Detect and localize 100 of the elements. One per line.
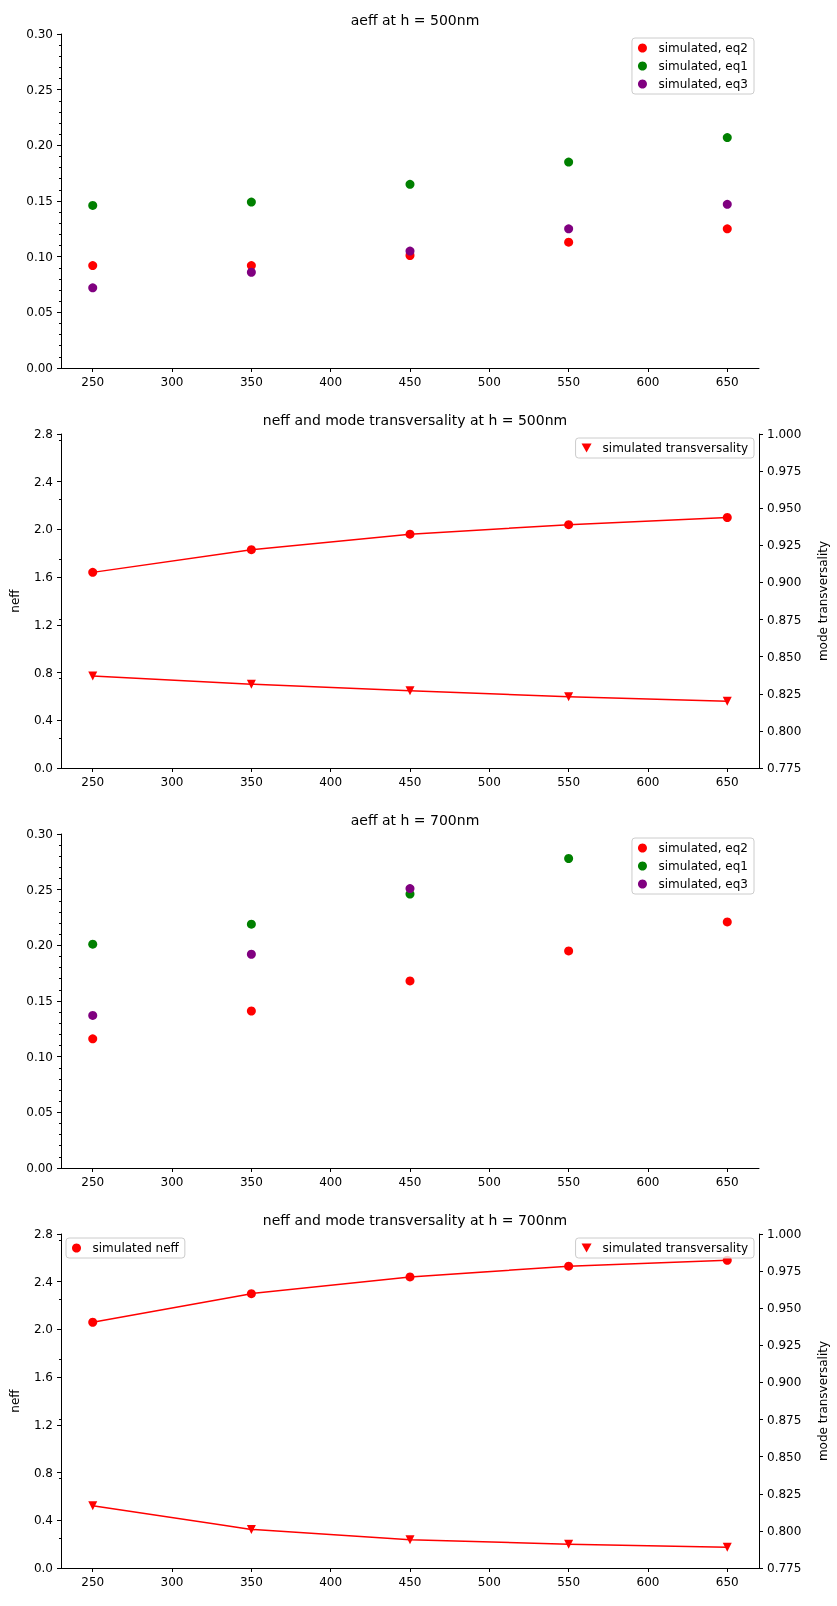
point [564, 692, 574, 702]
point [405, 179, 415, 189]
legend-label: simulated transversality [602, 1241, 748, 1255]
y-tick-label: 0.30 [26, 27, 53, 41]
x-tick-label: 650 [715, 1575, 739, 1589]
y-tick-label: 0.25 [26, 82, 53, 97]
y2-tick-label: 0.950 [767, 501, 802, 516]
y-tick-label: 1.2 [33, 617, 53, 632]
legend-label: simulated, eq1 [658, 859, 749, 873]
y2-tick-label: 0.925 [767, 1338, 802, 1353]
y-tick-label: 1.2 [33, 1417, 53, 1432]
point [88, 939, 98, 949]
point [246, 267, 256, 277]
legend-label: simulated transversality [602, 441, 748, 455]
point [405, 529, 415, 539]
x-tick-label: 600 [636, 1575, 660, 1589]
x-tick-label: 550 [557, 375, 581, 389]
x-tick-label: 550 [557, 1575, 581, 1589]
point [405, 976, 415, 986]
point [246, 197, 256, 207]
point [722, 133, 732, 143]
y-axis-title: neff [8, 588, 22, 613]
x-tick-label: 550 [557, 775, 581, 789]
x-tick-label: 250 [81, 775, 105, 789]
x-tick-label: 250 [81, 1175, 105, 1189]
point [88, 567, 98, 577]
x-tick-label: 650 [715, 1175, 739, 1189]
x-tick-label: 550 [557, 1175, 581, 1189]
point [564, 854, 574, 863]
y2-axis-title: mode transversality [816, 1340, 830, 1462]
point [246, 919, 256, 929]
x-tick-label: 600 [636, 375, 660, 389]
y2-tick-label: 0.925 [767, 538, 802, 553]
y-tick-label: 1.6 [33, 570, 53, 585]
x-tick-label: 500 [477, 1575, 501, 1589]
y-tick-label: 0.10 [26, 249, 53, 264]
point [246, 545, 256, 555]
y-tick-label: 2.0 [33, 522, 53, 537]
x-tick-label: 650 [715, 775, 739, 789]
point [405, 686, 415, 696]
x-tick-label: 300 [160, 375, 184, 389]
point [88, 261, 98, 271]
x-tick-label: 400 [319, 775, 343, 789]
point [405, 1272, 415, 1282]
y-tick-label: 0.05 [26, 1105, 53, 1120]
x-tick-label: 350 [239, 1575, 263, 1589]
y2-tick-label: 0.950 [767, 1301, 802, 1316]
y-tick-label: 2.4 [33, 474, 53, 489]
y-tick-label: 0.0 [33, 1561, 53, 1575]
point [722, 917, 732, 927]
y-tick-label: 0.15 [26, 194, 53, 208]
y2-tick-label: 0.775 [767, 761, 802, 775]
y-tick-label: 0.8 [33, 665, 53, 680]
x-tick-label: 450 [398, 1575, 422, 1589]
x-tick-label: 400 [319, 1575, 343, 1589]
chart-title: aeff at h = 700nm [350, 812, 480, 828]
x-tick-label: 500 [477, 775, 501, 789]
y-tick-label: 0.20 [26, 938, 53, 953]
point [246, 1524, 256, 1534]
y-tick-label: 0.0 [33, 761, 53, 775]
y2-tick-label: 0.975 [767, 464, 802, 479]
legend-label: simulated, eq3 [658, 877, 749, 891]
point [88, 1010, 98, 1020]
x-tick-label: 500 [477, 375, 501, 389]
chart-title: neff and mode transversality at h = 700nm [262, 1212, 568, 1228]
point [564, 946, 574, 956]
x-tick-label: 350 [239, 775, 263, 789]
y2-tick-label: 1.000 [767, 427, 802, 441]
y2-axis-title: mode transversality [816, 540, 830, 662]
y-tick-label: 0.05 [26, 305, 53, 320]
y2-tick-label: 0.800 [767, 723, 802, 738]
legend-label: simulated neff [92, 1241, 180, 1255]
x-tick-label: 300 [160, 775, 184, 789]
y-tick-label: 2.8 [33, 427, 53, 441]
y-tick-label: 2.0 [33, 1322, 53, 1337]
y-tick-label: 0.4 [33, 1513, 53, 1528]
point [405, 884, 415, 894]
x-tick-label: 450 [398, 775, 422, 789]
chart-title: neff and mode transversality at h = 500nm [262, 412, 568, 428]
x-tick-label: 650 [715, 375, 739, 389]
x-tick-label: 450 [398, 1175, 422, 1189]
y2-tick-label: 0.900 [767, 1375, 802, 1390]
x-tick-label: 250 [81, 375, 105, 389]
y-tick-label: 0.10 [26, 1049, 53, 1064]
point [246, 949, 256, 959]
y-tick-label: 0.4 [33, 713, 53, 728]
y-tick-label: 0.8 [33, 1465, 53, 1480]
point [88, 1034, 98, 1044]
point [246, 1289, 256, 1299]
point [405, 1535, 415, 1545]
chart-title: aeff at h = 500nm [350, 12, 480, 28]
point [722, 513, 732, 522]
y2-tick-label: 0.825 [767, 1486, 802, 1501]
y-tick-label: 0.20 [26, 138, 53, 153]
point [722, 224, 732, 234]
x-tick-label: 400 [319, 1175, 343, 1189]
y2-tick-label: 0.850 [767, 1449, 802, 1464]
legend-label: simulated, eq2 [658, 841, 749, 855]
y2-tick-label: 0.800 [767, 1523, 802, 1538]
point [564, 237, 574, 247]
